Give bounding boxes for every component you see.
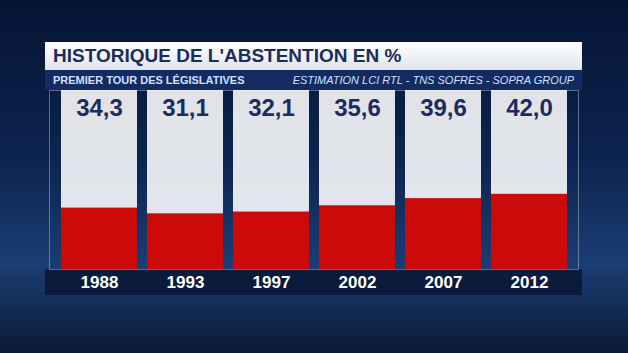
svg-text:35,6: 35,6 bbox=[334, 94, 381, 121]
svg-text:31,1: 31,1 bbox=[162, 94, 209, 121]
svg-text:34,3: 34,3 bbox=[76, 94, 123, 121]
html-text:ESTIMATION LCI RTL - TNS SOFRE: ESTIMATION LCI RTL - TNS SOFRES - SOPRA … bbox=[292, 74, 574, 86]
svg-text:2002: 2002 bbox=[339, 273, 377, 292]
html-text:HISTORIQUE DE L'ABSTENTION EN: HISTORIQUE DE L'ABSTENTION EN % bbox=[53, 45, 402, 66]
svg-text:2007: 2007 bbox=[425, 273, 463, 292]
svg-text:1988: 1988 bbox=[81, 273, 119, 292]
svg-text:39,6: 39,6 bbox=[420, 94, 467, 121]
svg-text:1993: 1993 bbox=[167, 273, 205, 292]
svg-text:2012: 2012 bbox=[511, 273, 549, 292]
svg-text:42,0: 42,0 bbox=[506, 94, 553, 121]
svg-text:1997: 1997 bbox=[253, 273, 291, 292]
html-text:PREMIER TOUR DES LÉGISLATIVES: PREMIER TOUR DES LÉGISLATIVES bbox=[53, 74, 245, 86]
svg-text:32,1: 32,1 bbox=[248, 94, 295, 121]
